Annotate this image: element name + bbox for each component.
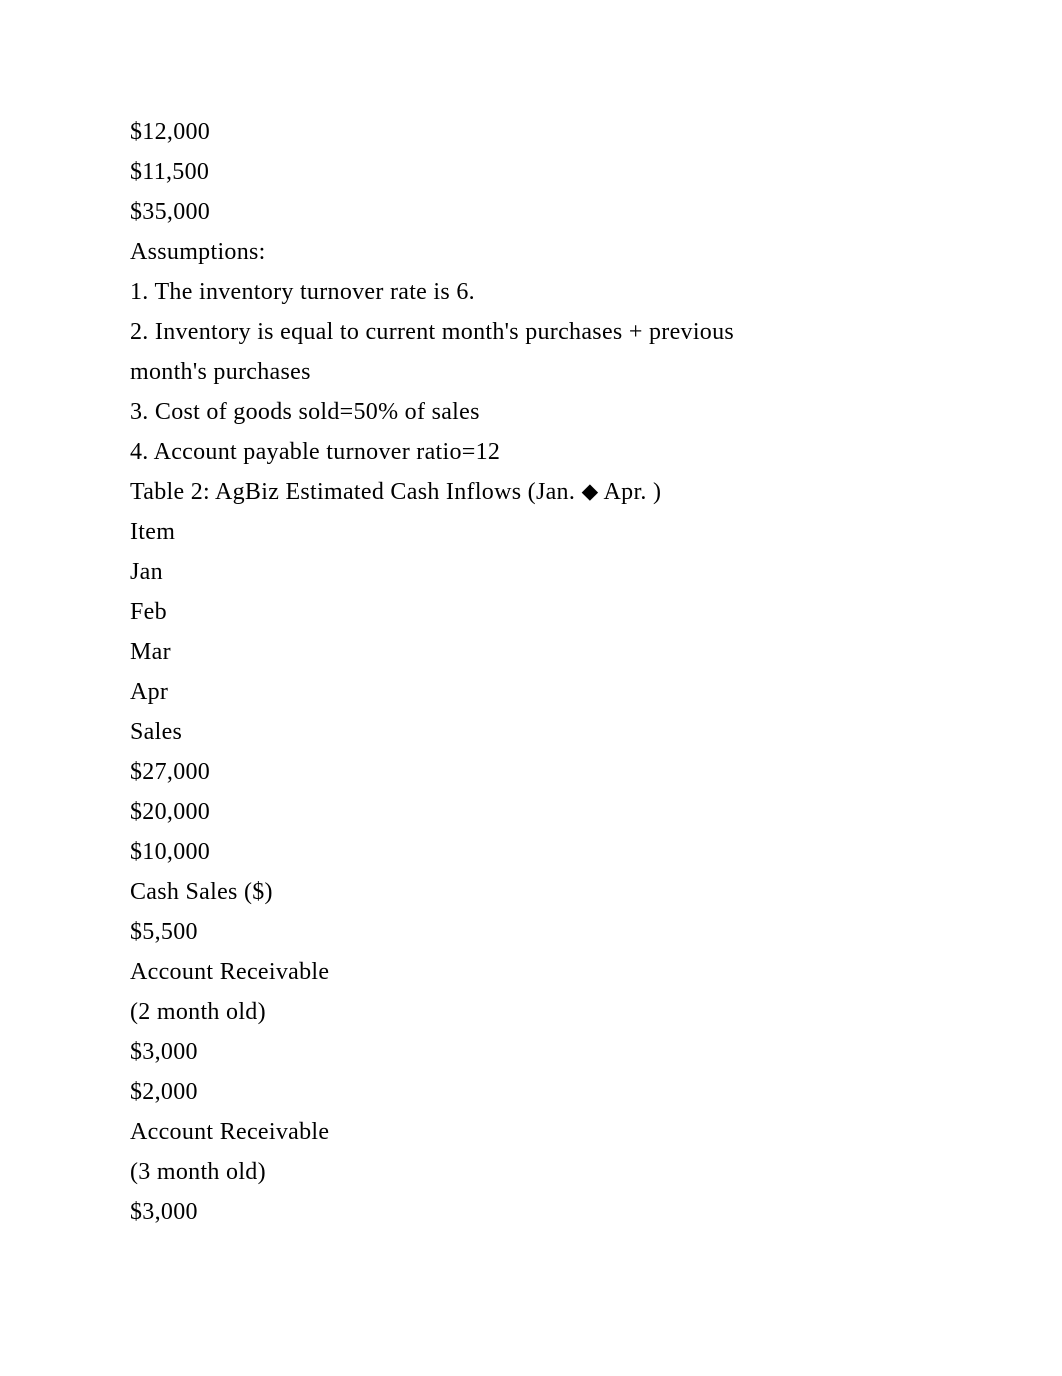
row-value: $3,000 — [130, 1192, 932, 1232]
row-sublabel: (3 month old) — [130, 1152, 932, 1192]
table-header: Item — [130, 512, 932, 552]
assumptions-heading: Assumptions: — [130, 232, 932, 272]
row-label: Sales — [130, 712, 932, 752]
row-value: $27,000 — [130, 752, 932, 792]
row-sublabel: (2 month old) — [130, 992, 932, 1032]
assumption-item-cont: month's purchases — [130, 352, 932, 392]
document-page: $12,000 $11,500 $35,000 Assumptions: 1. … — [0, 0, 1062, 1376]
row-label: Account Receivable — [130, 952, 932, 992]
table-header: Apr — [130, 672, 932, 712]
table-header: Jan — [130, 552, 932, 592]
table-header: Mar — [130, 632, 932, 672]
row-value: $3,000 — [130, 1032, 932, 1072]
table-title: Table 2: AgBiz Estimated Cash Inflows (J… — [130, 472, 932, 512]
assumption-item: 2. Inventory is equal to current month's… — [130, 312, 932, 352]
row-label: Account Receivable — [130, 1112, 932, 1152]
row-value: $5,500 — [130, 912, 932, 952]
row-label: Cash Sales ($) — [130, 872, 932, 912]
row-value: $20,000 — [130, 792, 932, 832]
text-line: $35,000 — [130, 192, 932, 232]
text-line: $11,500 — [130, 152, 932, 192]
row-value: $10,000 — [130, 832, 932, 872]
text-line: $12,000 — [130, 112, 932, 152]
assumption-item: 4. Account payable turnover ratio=12 — [130, 432, 932, 472]
assumption-item: 1. The inventory turnover rate is 6. — [130, 272, 932, 312]
table-header: Feb — [130, 592, 932, 632]
assumption-item: 3. Cost of goods sold=50% of sales — [130, 392, 932, 432]
row-value: $2,000 — [130, 1072, 932, 1112]
